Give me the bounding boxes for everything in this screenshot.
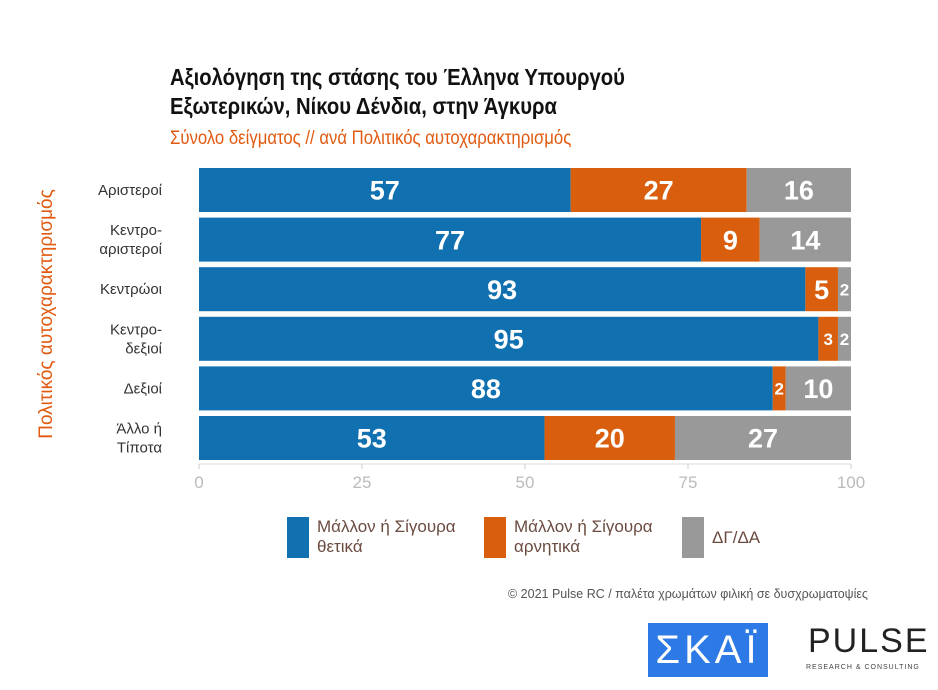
bar-segment bbox=[785, 366, 851, 411]
bar-segment bbox=[746, 168, 851, 212]
x-tick-label: 75 bbox=[679, 473, 698, 492]
bar-segment bbox=[837, 316, 851, 361]
legend-label: ΔΓ/ΔΑ bbox=[712, 528, 761, 547]
bar-segment bbox=[772, 366, 786, 411]
y-axis-label: Πολιτικός αυτοχαρακτηρισμός bbox=[36, 189, 57, 439]
data-label: 95 bbox=[494, 325, 524, 355]
data-label: 53 bbox=[357, 424, 387, 454]
x-tick-label: 25 bbox=[353, 473, 372, 492]
data-label: 88 bbox=[471, 374, 501, 404]
category-label: Κεντρο- bbox=[110, 222, 162, 239]
bar-segment bbox=[759, 217, 851, 262]
data-label: 9 bbox=[723, 225, 738, 255]
data-label: 27 bbox=[748, 424, 778, 454]
legend-negative: Μάλλον ή Σίγουρα αρνητικά bbox=[484, 517, 674, 558]
category-label: δεξιοί bbox=[125, 340, 162, 357]
bar-segment bbox=[199, 366, 773, 411]
data-label: 93 bbox=[487, 275, 517, 305]
bar-segment bbox=[199, 316, 819, 361]
skai-logo: ΣΚΑΪ bbox=[648, 623, 768, 677]
data-label: 27 bbox=[644, 176, 674, 206]
data-label: 2 bbox=[840, 330, 849, 349]
bar-segment bbox=[199, 217, 702, 262]
bar-segment bbox=[805, 267, 838, 312]
chart-title-line1: Αξιολόγηση της στάσης του Έλληνα Υπουργο… bbox=[170, 64, 625, 90]
data-label: 20 bbox=[595, 424, 625, 454]
data-label: 14 bbox=[790, 225, 820, 255]
category-label: Δεξιοί bbox=[124, 380, 163, 397]
pulse-logo: PULSE bbox=[808, 622, 930, 660]
category-label: αριστεροί bbox=[99, 241, 162, 258]
x-tick-label: 0 bbox=[194, 473, 203, 492]
chart-plot: Πολιτικός αυτοχαρακτηρισμός 57 27 16 Αριστερ… bbox=[36, 168, 865, 492]
data-label: 2 bbox=[775, 380, 784, 399]
data-label: 77 bbox=[435, 225, 465, 255]
bar-segment bbox=[199, 416, 545, 460]
data-label: 5 bbox=[814, 275, 829, 305]
legend-swatch bbox=[287, 517, 309, 558]
bar-segment bbox=[701, 217, 760, 262]
chart-title-line2: Εξωτερικών, Νίκου Δένδια, στην Άγκυρα bbox=[170, 93, 557, 119]
legend-swatch bbox=[484, 517, 506, 558]
category-label: Αριστεροί bbox=[98, 182, 163, 199]
data-label: 2 bbox=[840, 280, 849, 299]
data-label: 10 bbox=[803, 374, 833, 404]
legend-label: Μάλλον ή Σίγουρα bbox=[317, 517, 456, 536]
copyright-note: © 2021 Pulse RC / παλέτα χρωμάτων φιλική… bbox=[508, 587, 868, 601]
legend-label: Μάλλον ή Σίγουρα bbox=[514, 517, 653, 536]
legend-dk: ΔΓ/ΔΑ bbox=[682, 517, 872, 558]
legend-label: θετικά bbox=[317, 537, 363, 556]
bar-segment bbox=[544, 416, 675, 460]
x-tick-label: 100 bbox=[837, 473, 865, 492]
data-label: 16 bbox=[784, 176, 814, 206]
pulse-logo-sub: RESEARCH & CONSULTING bbox=[806, 664, 920, 671]
bar-segment bbox=[199, 267, 806, 312]
bar-segment bbox=[818, 316, 838, 361]
bar-segment bbox=[199, 168, 571, 212]
bar-segment bbox=[570, 168, 747, 212]
data-label: 3 bbox=[823, 330, 832, 349]
data-label: 57 bbox=[370, 176, 400, 206]
bar-segment bbox=[837, 267, 851, 312]
legend-swatch bbox=[682, 517, 704, 558]
category-label: Κεντρώοι bbox=[100, 281, 162, 298]
category-label: Τίποτα bbox=[117, 440, 162, 457]
category-label: Κεντρο- bbox=[110, 321, 162, 338]
legend-positive: Μάλλον ή Σίγουρα θετικά bbox=[287, 517, 477, 558]
category-label: Άλλο ή bbox=[116, 421, 162, 438]
chart-subtitle: Σύνολο δείγματος // ανά Πολιτικός αυτοχα… bbox=[170, 128, 572, 149]
bar-segment bbox=[674, 416, 851, 460]
x-tick-label: 50 bbox=[516, 473, 535, 492]
legend-label: αρνητικά bbox=[514, 537, 581, 556]
